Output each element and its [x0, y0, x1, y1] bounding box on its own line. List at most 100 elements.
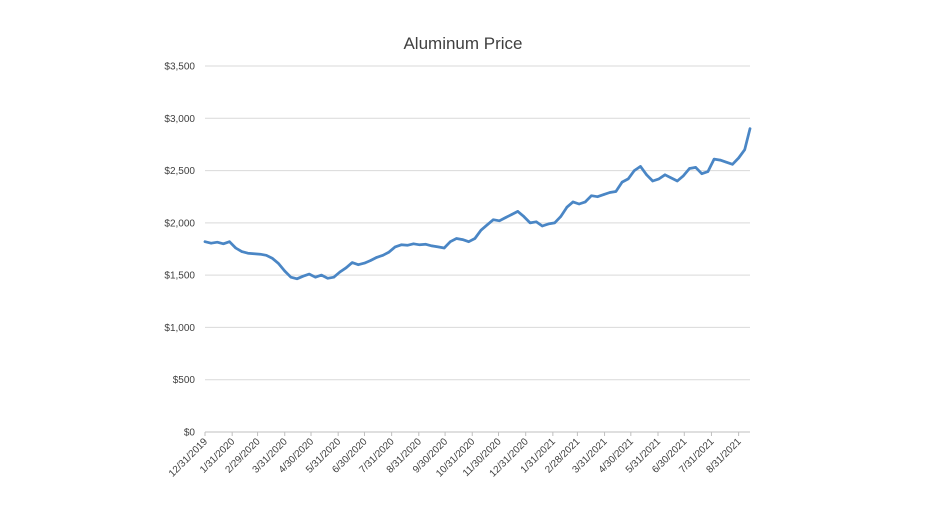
data-point — [455, 237, 458, 240]
data-point — [412, 242, 415, 245]
data-point — [492, 218, 495, 221]
data-point — [559, 215, 562, 218]
data-point — [731, 163, 734, 166]
data-point — [663, 173, 667, 176]
data-point — [541, 224, 544, 228]
data-point — [406, 244, 409, 247]
price-series-line — [203, 127, 752, 281]
data-point — [633, 169, 636, 172]
data-point — [535, 220, 538, 224]
data-point — [700, 172, 704, 175]
series-layer — [203, 127, 752, 281]
y-tick-label: $500 — [173, 375, 196, 386]
data-point — [295, 277, 299, 281]
data-point — [271, 257, 274, 260]
data-point — [743, 148, 746, 151]
y-tick-label: $2,500 — [164, 166, 195, 177]
data-point — [344, 266, 348, 270]
data-point — [602, 193, 605, 196]
data-point — [393, 245, 397, 249]
data-point — [363, 261, 366, 265]
data-point — [725, 161, 728, 164]
data-point — [246, 251, 250, 255]
data-point — [424, 243, 428, 246]
data-point — [596, 195, 599, 198]
data-point — [719, 158, 722, 162]
data-point — [657, 177, 661, 181]
data-point — [259, 253, 262, 256]
data-point — [694, 166, 697, 169]
data-point — [320, 273, 323, 277]
data-point — [473, 237, 477, 240]
data-point — [485, 223, 489, 227]
data-point — [590, 194, 593, 197]
data-point — [443, 246, 446, 250]
data-point — [326, 277, 329, 280]
data-point — [436, 245, 440, 249]
data-point — [314, 276, 317, 279]
data-point — [338, 270, 342, 274]
data-point — [222, 242, 225, 245]
data-point — [651, 179, 654, 183]
data-point — [608, 191, 612, 194]
data-point — [614, 190, 618, 193]
data-point — [400, 243, 403, 247]
data-point — [418, 243, 421, 247]
data-point — [209, 242, 213, 245]
data-point — [498, 219, 501, 222]
data-point — [203, 240, 207, 243]
data-point — [461, 238, 464, 241]
data-point — [510, 213, 513, 216]
data-point — [277, 262, 280, 265]
y-tick-label: $3,000 — [164, 114, 195, 125]
data-point — [387, 250, 391, 254]
data-point — [381, 254, 385, 257]
data-point — [522, 215, 526, 218]
data-point — [289, 276, 293, 279]
data-point — [553, 221, 556, 225]
data-point — [737, 156, 740, 160]
data-point — [216, 241, 219, 244]
data-point — [627, 177, 630, 181]
x-axis-tick-labels: 12/31/20191/31/20202/29/20203/31/20204/3… — [167, 432, 744, 480]
data-point — [577, 202, 581, 206]
y-axis-tick-labels: $0 $500 $1,000 $1,500 $2,000 $2,500 $3,000 $3,5… — [164, 62, 195, 439]
data-point — [565, 205, 569, 209]
chart-title: Aluminum Price — [403, 34, 522, 53]
y-tick-label: $1,000 — [164, 323, 195, 334]
data-point — [516, 210, 520, 213]
data-point — [645, 173, 648, 176]
data-point — [332, 276, 336, 279]
data-point — [252, 252, 256, 255]
data-point — [240, 250, 244, 253]
data-point — [449, 240, 452, 243]
data-point — [234, 246, 237, 250]
data-point — [375, 256, 378, 259]
data-point — [706, 170, 710, 173]
data-point — [351, 261, 354, 264]
data-point — [504, 216, 507, 219]
data-point — [669, 176, 673, 180]
gridlines — [205, 65, 750, 433]
data-point — [467, 240, 470, 243]
data-point — [688, 167, 691, 170]
y-tick-label: $0 — [184, 428, 196, 439]
y-tick-label: $2,000 — [164, 218, 195, 229]
data-point — [676, 179, 679, 183]
data-point — [357, 263, 360, 266]
y-tick-label: $3,500 — [164, 62, 195, 73]
data-point — [228, 240, 231, 243]
data-point — [369, 259, 372, 262]
data-point — [748, 127, 752, 130]
data-point — [547, 222, 550, 226]
data-point — [584, 200, 587, 204]
data-point — [528, 221, 532, 225]
data-point — [639, 165, 642, 168]
data-point — [301, 274, 305, 278]
data-point — [430, 244, 434, 248]
data-point — [712, 157, 716, 161]
data-point — [620, 180, 624, 184]
data-point — [308, 272, 311, 276]
